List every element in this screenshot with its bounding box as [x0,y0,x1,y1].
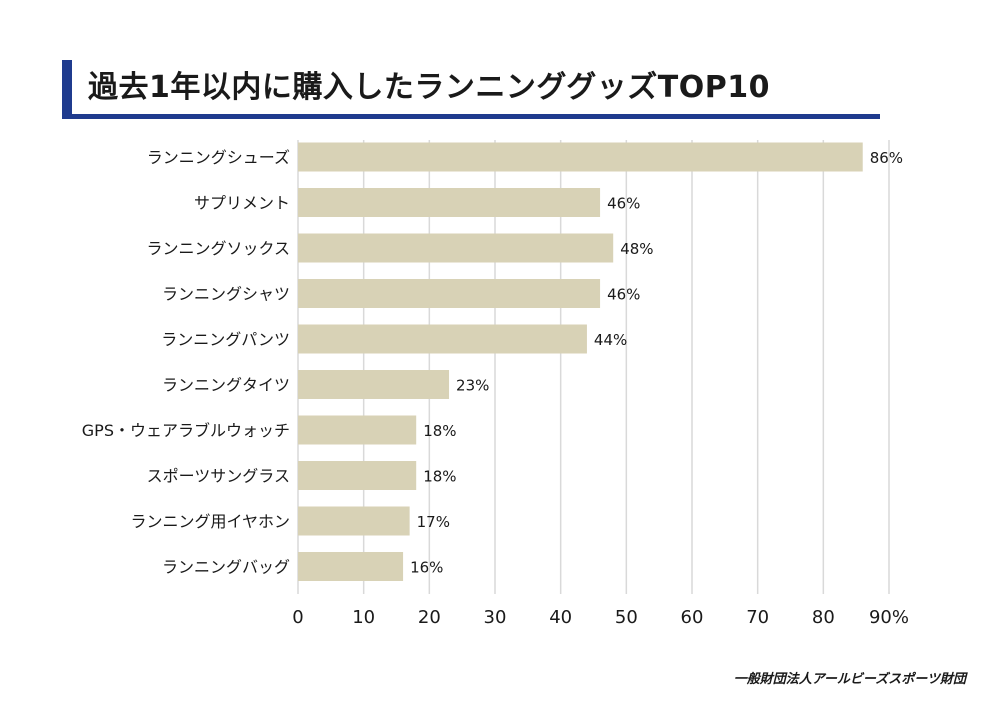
bar [298,142,863,172]
category-label: ランニングシャツ [162,285,290,304]
value-label: 44% [594,331,627,349]
x-tick-label: 90% [869,607,909,628]
value-label: 23% [456,377,489,395]
value-label: 18% [423,468,456,486]
value-label: 86% [870,149,903,167]
x-tick-label: 10 [352,607,375,628]
x-tick-label: 70 [746,607,769,628]
category-label: ランニングシューズ [147,148,290,167]
bar [298,233,614,263]
x-tick-label: 60 [681,607,704,628]
x-tick-label: 30 [484,607,507,628]
x-tick-label: 40 [549,607,572,628]
category-label: ランニングソックス [146,239,290,258]
source-credit: 一般財団法人アールビーズスポーツ財団 [733,672,966,687]
chart-title: 過去1年以内に購入したランニンググッズTOP10 [88,70,770,105]
category-label: ランニングバッグ [162,558,290,577]
x-tick-label: 50 [615,607,638,628]
title-underline [62,114,880,119]
bar [298,506,410,536]
x-tick-label: 0 [292,607,303,628]
value-label: 18% [423,422,456,440]
category-label: サプリメント [194,194,290,213]
bar [298,415,417,445]
category-label: GPS・ウェアラブルウォッチ [82,421,290,440]
title-accent-bar [62,60,72,118]
x-tick-label: 20 [418,607,441,628]
x-tick-label: 80 [812,607,835,628]
bar [298,552,404,581]
bar [298,324,587,354]
value-label: 48% [620,240,653,258]
category-label: ランニングタイツ [162,376,290,395]
bar [298,370,450,399]
bar [298,188,601,217]
category-label: スポーツサングラス [147,467,290,486]
category-label: ランニング用イヤホン [130,512,290,531]
category-label: ランニングパンツ [161,330,290,349]
value-label: 16% [410,559,443,577]
bar [298,279,601,308]
bar [298,461,417,490]
value-label: 46% [607,195,640,213]
value-label: 17% [417,513,450,531]
value-label: 46% [607,286,640,304]
